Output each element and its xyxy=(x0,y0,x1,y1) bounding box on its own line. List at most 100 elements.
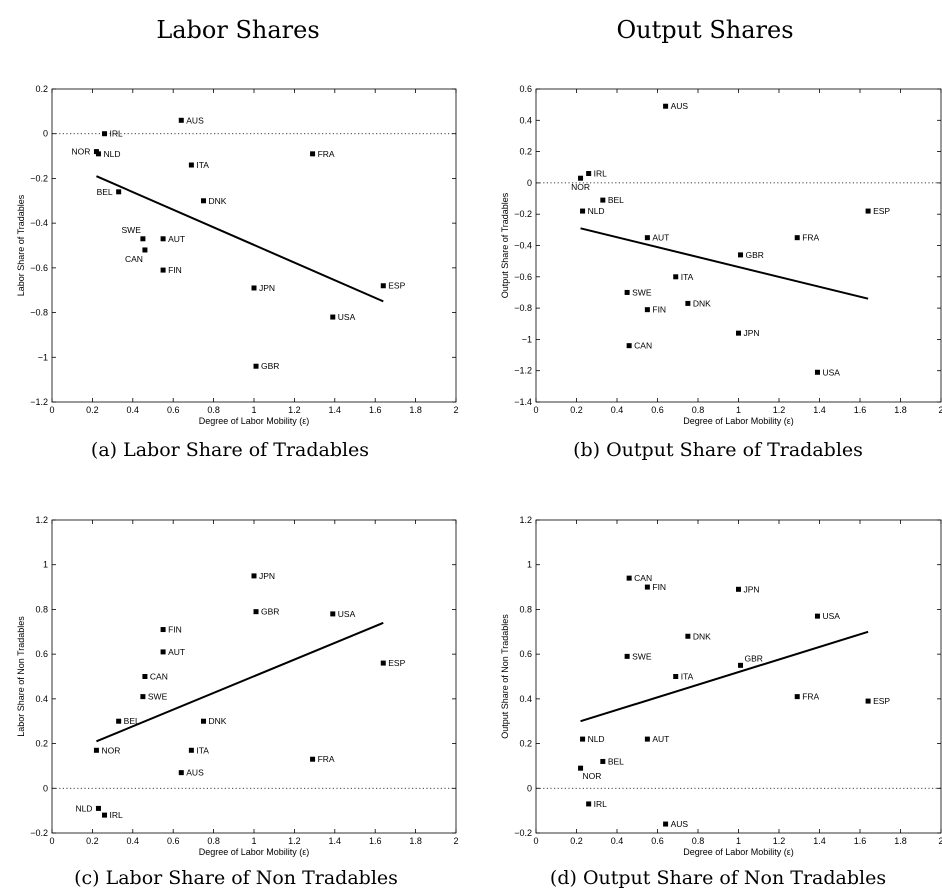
data-point-aut xyxy=(160,236,166,242)
point-label-aus: AUS xyxy=(671,819,689,829)
caption-d: (d) Output Share of Non Tradables xyxy=(550,867,886,889)
regression-line xyxy=(580,227,869,300)
data-point-nld xyxy=(580,208,586,214)
point-label-aus: AUS xyxy=(186,115,204,125)
data-point-can xyxy=(626,575,632,581)
x-tick-label: 1.8 xyxy=(894,405,907,415)
data-point-aus xyxy=(663,103,669,109)
point-label-can: CAN xyxy=(634,341,652,351)
panel-b: 0 0.2 0.4 0.6 0.8 1 1.2 1.4 1.6 1.8 2 −1.4 −1.2 −1 −0.… xyxy=(500,84,942,426)
y-tick-label: 0.2 xyxy=(519,147,532,157)
point-label-nor: NOR xyxy=(72,147,91,157)
point-label-bel: BEL xyxy=(124,716,140,726)
column-title-labor: Labor Shares xyxy=(156,16,319,44)
point-label-fin: FIN xyxy=(652,305,666,315)
point-label-irl: IRL xyxy=(110,129,124,139)
point-label-usa: USA xyxy=(822,367,840,377)
point-label-nld: NLD xyxy=(75,803,92,813)
column-title-output: Output Shares xyxy=(616,16,793,44)
x-tick-label: 1.2 xyxy=(288,405,301,415)
data-point-jpn xyxy=(736,330,741,336)
point-label-jpn: JPN xyxy=(744,328,760,338)
x-tick-label: 1.8 xyxy=(894,836,907,846)
x-tick-label: 1.6 xyxy=(854,405,867,415)
x-tick-label: 0.2 xyxy=(86,405,99,415)
data-point-bel xyxy=(600,197,606,203)
x-tick-label: 0.4 xyxy=(127,405,140,415)
data-point-esp xyxy=(380,283,386,289)
x-axis-label: Degree of Labor Mobility (ε) xyxy=(683,847,794,857)
point-label-gbr: GBR xyxy=(261,607,279,617)
y-tick-label: −0.4 xyxy=(514,241,532,251)
panel-c: 0 0.2 0.4 0.6 0.8 1 1.2 1.4 1.6 1.8 2−0.200.20.40.… xyxy=(16,515,459,857)
point-label-aus: AUS xyxy=(671,101,689,111)
y-tick-label: −0.2 xyxy=(30,173,48,183)
point-label-fra: FRA xyxy=(802,233,819,243)
data-point-nld xyxy=(95,805,101,811)
data-point-nor xyxy=(93,747,99,753)
point-label-usa: USA xyxy=(338,312,356,322)
y-tick-label: 1.2 xyxy=(519,515,532,525)
data-point-ita xyxy=(188,162,194,168)
data-point-ita xyxy=(673,674,679,679)
caption-a: (a) Labor Share of Tradables xyxy=(91,439,369,461)
y-tick-label: −0.2 xyxy=(514,209,532,219)
data-point-bel xyxy=(116,718,122,724)
point-label-fin: FIN xyxy=(168,625,182,635)
x-tick-label: 0.4 xyxy=(127,836,140,846)
x-tick-label: 1.4 xyxy=(329,405,342,415)
y-tick-label: −0.6 xyxy=(514,272,532,282)
x-tick-label: 1.4 xyxy=(813,405,826,415)
x-tick-label: 1.2 xyxy=(288,836,301,846)
data-point-fin xyxy=(644,584,650,590)
data-point-swe xyxy=(140,236,146,242)
point-label-swe: SWE xyxy=(122,225,142,235)
point-label-ita: ITA xyxy=(681,272,694,282)
x-tick-label: 1 xyxy=(251,405,256,415)
point-label-aut: AUT xyxy=(652,233,669,243)
plot-frame xyxy=(535,88,942,403)
y-tick-label: 1.2 xyxy=(35,515,48,525)
data-point-aut xyxy=(644,235,650,241)
data-point-irl xyxy=(586,171,592,177)
point-label-bel: BEL xyxy=(608,756,624,766)
point-label-gbr: GBR xyxy=(746,250,764,260)
point-label-usa: USA xyxy=(338,609,356,619)
y-tick-label: −0.2 xyxy=(514,828,532,838)
point-label-jpn: JPN xyxy=(744,584,760,594)
y-tick-label: 0.2 xyxy=(519,739,532,749)
point-label-esp: ESP xyxy=(873,696,890,706)
y-tick-label: −0.4 xyxy=(30,218,48,228)
x-axis-label: Degree of Labor Mobility (ε) xyxy=(199,416,310,426)
x-tick-label: 1 xyxy=(251,836,256,846)
x-tick-label: 0.8 xyxy=(692,836,705,846)
y-tick-label: 0.2 xyxy=(35,84,48,94)
point-label-nld: NLD xyxy=(588,734,605,744)
data-point-usa xyxy=(814,369,820,375)
data-point-jpn xyxy=(251,573,257,579)
point-label-nor: NOR xyxy=(101,745,120,755)
data-point-fin xyxy=(160,627,166,633)
y-tick-label: 0.8 xyxy=(35,604,48,614)
data-point-jpn xyxy=(251,285,257,291)
y-tick-label: 0.4 xyxy=(519,115,532,125)
regression-line xyxy=(96,175,384,303)
x-tick-label: 0 xyxy=(49,405,54,415)
data-point-fin xyxy=(160,267,166,273)
data-point-usa xyxy=(330,314,336,320)
x-tick-label: 0 xyxy=(49,836,54,846)
data-point-esp xyxy=(380,660,386,666)
y-tick-label: 1 xyxy=(43,560,48,570)
data-point-aus xyxy=(178,117,184,123)
point-label-jpn: JPN xyxy=(259,571,275,581)
point-label-bel: BEL xyxy=(97,187,113,197)
y-tick-label: −0.8 xyxy=(30,308,48,318)
data-point-fra xyxy=(794,235,800,241)
point-label-ita: ITA xyxy=(681,672,694,682)
x-axis-label: Degree of Labor Mobility (ε) xyxy=(683,416,794,426)
y-tick-label: 0.4 xyxy=(35,694,48,704)
point-label-aut: AUT xyxy=(168,647,185,657)
x-tick-label: 1.4 xyxy=(329,836,342,846)
point-label-dnk: DNK xyxy=(693,298,711,308)
